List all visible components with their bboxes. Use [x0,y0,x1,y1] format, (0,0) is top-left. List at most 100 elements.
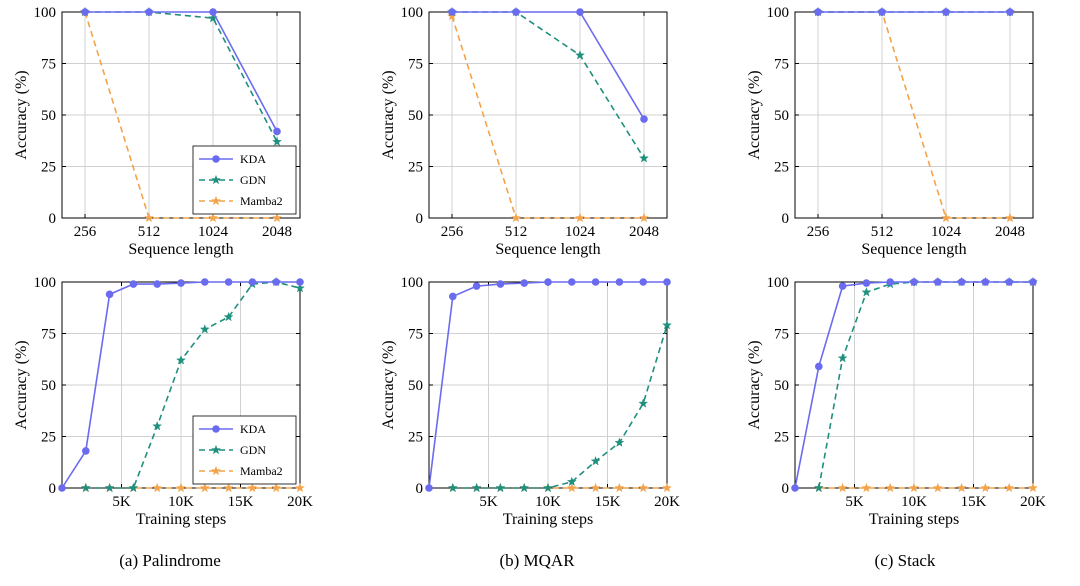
legend-label-mamba2: Mamba2 [240,194,283,208]
y-tick-label: 0 [416,481,424,497]
data-point-kda [878,8,886,16]
data-point-kda [576,8,584,16]
x-tick-label: 2048 [262,224,292,240]
chart-palindrome-steps: 0 25 50 75 100 5K 10K 15K 20K Training steps Accur… [13,275,313,528]
x-tick-label: 1024 [565,224,596,240]
data-point-kda [145,8,153,16]
y-axis-label: Accuracy (%) [746,70,763,159]
y-tick-label: 50 [408,108,423,124]
y-tick-label: 100 [401,275,424,291]
data-point-mamba2 [575,212,585,223]
x-tick-label: 5K [112,494,131,510]
data-point-mamba2 [199,482,210,493]
legend-marker-gdn [211,174,221,185]
data-point-gdn [614,437,625,447]
x-tick-label: 15K [961,494,987,510]
x-axis-label: Sequence length [495,241,600,258]
y-tick-label: 0 [49,481,57,497]
series-gdn [80,6,282,146]
series-kda [448,8,648,123]
y-tick-label: 100 [401,5,424,21]
series-gdn [447,320,672,493]
series-kda [58,278,304,492]
x-tick-label: 5K [479,494,498,510]
data-point-kda [82,447,90,455]
y-tick-label: 100 [767,275,790,291]
data-point-gdn [519,482,530,493]
series-gdn [447,6,649,163]
series-kda [791,278,1037,492]
data-point-gdn [199,324,210,334]
data-point-kda [591,278,600,286]
y-tick-label: 25 [774,160,789,176]
series-mamba2 [813,482,1038,493]
chart-mqar-seq: 0 25 50 75 100 256 512 1024 2048 Sequence length A… [380,5,668,258]
data-point-kda [615,278,624,286]
data-point-kda [862,279,871,287]
data-point-kda [153,280,161,288]
data-point-kda [496,280,505,288]
legend: KDA GDN Mamba2 [192,415,297,485]
legend-marker-kda [212,155,220,163]
series-kda [81,8,281,136]
data-point-kda [814,8,822,16]
x-tick-label: 5K [845,494,864,510]
legend-marker-kda [212,425,220,433]
legend-marker-mamba2 [211,465,221,476]
data-point-mamba2 [1028,482,1038,493]
data-point-kda [568,278,576,286]
data-point-kda [544,278,552,286]
data-point-kda [224,278,233,286]
y-tick-label: 50 [774,108,789,124]
y-tick-label: 100 [34,5,57,21]
x-tick-label: 1024 [931,224,962,240]
data-point-gdn [662,320,672,330]
data-point-mamba2 [614,482,625,493]
caption-stack: (c) Stack [874,551,936,570]
chart-palindrome-seq: 0 25 50 75 100 256 512 1024 2048 Sequence length A… [13,5,301,258]
data-point-mamba2 [295,482,305,493]
legend-label-mamba2: Mamba2 [240,464,283,478]
data-point-kda [296,278,304,286]
x-tick-label: 256 [807,224,830,240]
y-tick-label: 100 [767,5,790,21]
data-point-mamba2 [885,482,896,493]
data-point-gdn [566,476,577,487]
data-point-mamba2 [272,212,282,223]
x-tick-label: 20K [287,494,313,510]
x-tick-label: 512 [138,224,161,240]
data-point-mamba2 [1005,212,1015,223]
y-axis-label: Accuracy (%) [380,70,397,159]
data-point-kda [1029,278,1037,286]
y-tick-label: 50 [41,378,56,394]
data-point-kda [942,8,950,16]
legend: KDA GDN Mamba2 [192,145,297,215]
data-point-mamba2 [223,482,234,493]
legend-label-kda: KDA [240,422,266,436]
y-tick-label: 0 [782,211,790,227]
y-axis-label: Accuracy (%) [380,340,397,429]
x-tick-label: 10K [535,494,561,510]
data-point-gdn [639,153,649,163]
data-point-kda [177,279,185,287]
x-tick-label: 512 [871,224,894,240]
data-point-mamba2 [152,482,163,493]
legend-marker-gdn [211,444,221,455]
data-point-mamba2 [247,482,258,493]
data-point-gdn [837,353,848,363]
data-point-kda [981,278,990,286]
series-line-kda [85,11,278,132]
x-axis-label: Training steps [136,511,227,528]
data-point-kda [512,8,520,16]
caption-palindrome: (a) Palindrome [119,551,221,570]
data-point-mamba2 [662,482,672,493]
data-point-mamba2 [638,482,649,493]
data-point-gdn [861,287,872,297]
data-point-kda [58,484,66,492]
data-point-gdn [495,482,506,493]
data-point-gdn [638,398,649,408]
data-point-gdn [223,311,234,322]
data-point-kda [1006,8,1014,16]
y-axis-label: Accuracy (%) [13,70,30,159]
data-point-mamba2 [639,212,649,223]
